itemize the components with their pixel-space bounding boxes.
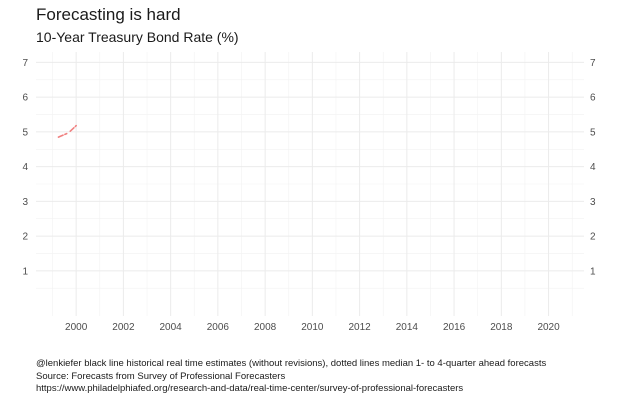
chart-caption: @lenkiefer black line historical real ti… <box>36 358 616 396</box>
x-tick-label: 2020 <box>537 322 560 333</box>
x-tick-label: 2006 <box>207 322 230 333</box>
chart-subtitle: 10-Year Treasury Bond Rate (%) <box>36 29 239 45</box>
x-tick-label: 2002 <box>112 322 135 333</box>
y-tick-label-left: 5 <box>22 127 28 138</box>
y-tick-label-right: 4 <box>590 162 596 173</box>
y-tick-label-left: 4 <box>22 162 28 173</box>
y-tick-label-left: 7 <box>22 58 28 69</box>
x-tick-label: 2016 <box>443 322 466 333</box>
y-tick-label-left: 2 <box>22 232 28 243</box>
forecast-series-line <box>57 132 68 138</box>
chart-title: Forecasting is hard <box>36 5 181 24</box>
y-tick-label-right: 3 <box>590 197 596 208</box>
caption-line-2: Source: Forecasts from Survey of Profess… <box>36 370 286 382</box>
x-tick-label: 2018 <box>490 322 513 333</box>
x-tick-label: 2014 <box>396 322 419 333</box>
y-tick-label-left: 3 <box>22 197 28 208</box>
y-tick-label-left: 6 <box>22 93 28 104</box>
caption-line-3: https://www.philadelphiafed.org/research… <box>36 383 464 394</box>
y-tick-label-right: 6 <box>590 93 596 104</box>
y-tick-label-right: 7 <box>590 58 596 69</box>
y-tick-label-right: 5 <box>590 127 596 138</box>
x-tick-label: 2008 <box>254 322 277 333</box>
x-tick-label: 2000 <box>65 322 88 333</box>
x-tick-label: 2004 <box>160 322 183 333</box>
x-tick-label: 2012 <box>348 322 371 333</box>
caption-line-1: @lenkiefer black line historical real ti… <box>36 358 547 369</box>
y-tick-label-right: 1 <box>590 266 596 277</box>
y-tick-label-right: 2 <box>590 232 596 243</box>
x-tick-label: 2010 <box>301 322 324 333</box>
y-tick-label-left: 1 <box>22 266 28 277</box>
forecast-series-line <box>69 124 77 132</box>
